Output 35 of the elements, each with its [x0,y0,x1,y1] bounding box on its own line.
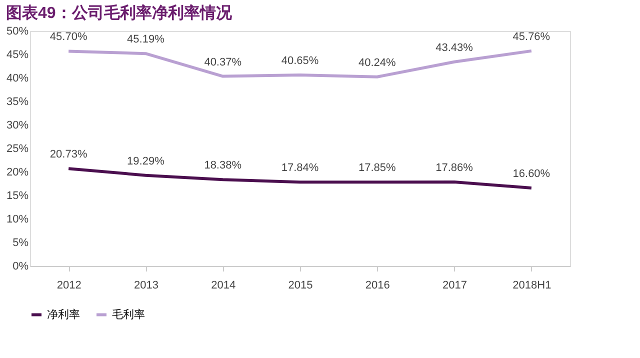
x-tick-label: 2012 [56,280,82,292]
data-label: 45.76% [512,30,550,43]
data-label: 20.73% [50,148,88,161]
y-tick-label: 35% [6,96,29,108]
y-tick-label: 5% [12,237,29,249]
y-tick-label: 25% [6,143,29,155]
data-label: 40.65% [281,54,319,67]
y-tick-label: 40% [6,72,29,84]
data-label: 17.85% [358,162,396,174]
data-label: 45.70% [50,31,88,44]
x-tick-label: 2018H1 [512,280,552,292]
legend-label: 毛利率 [112,308,145,321]
x-tick-label: 2017 [442,280,468,292]
data-label: 17.86% [436,162,474,174]
data-label: 17.84% [281,162,319,174]
data-label: 40.24% [358,56,396,69]
y-tick-label: 45% [6,49,29,61]
x-tick-label: 2015 [288,280,313,292]
data-label: 19.29% [127,155,165,168]
y-tick-label: 20% [6,166,29,178]
data-label: 16.60% [512,168,550,180]
y-tick-label: 30% [6,120,29,132]
x-tick-label: 2013 [134,280,158,292]
y-tick-label: 0% [12,260,29,272]
y-tick-label: 15% [6,190,29,202]
y-tick-label: 50% [6,26,29,38]
chart-title: 图表49：公司毛利率净利率情况 [6,3,233,22]
data-label: 40.37% [204,56,242,68]
data-label: 45.19% [127,34,165,46]
x-tick-label: 2016 [365,280,390,292]
data-label: 43.43% [436,42,474,54]
x-tick-label: 2014 [211,280,236,292]
y-tick-label: 10% [6,214,29,226]
data-label: 18.38% [204,160,242,172]
legend-label: 净利率 [47,308,80,321]
